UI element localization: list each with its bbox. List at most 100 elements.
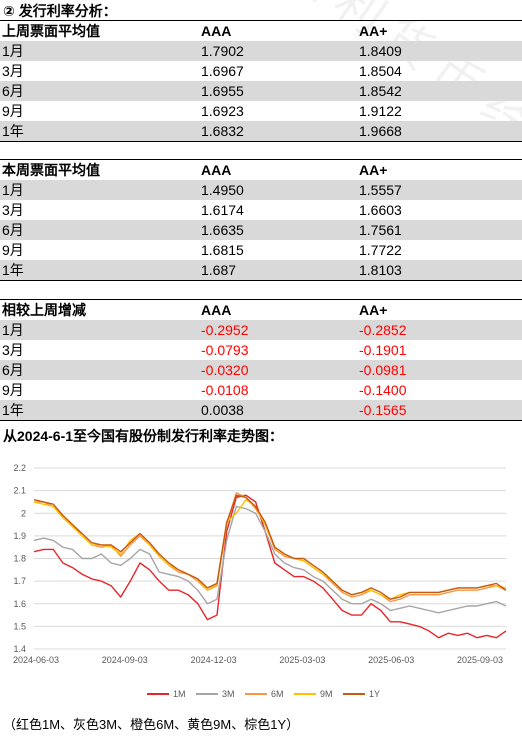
term-cell: 3月 — [2, 63, 24, 79]
aaa-cell: 1.687 — [201, 262, 237, 278]
aaa-cell: 1.4950 — [201, 182, 244, 198]
term-cell: 1年 — [2, 123, 24, 139]
legend-label: 3M — [222, 689, 235, 699]
y-tick-label: 1.5 — [13, 621, 26, 631]
x-tick-label: 2025-06-03 — [368, 655, 414, 665]
term-cell: 6月 — [2, 362, 24, 378]
table-row: 1月 1.7902 1.8409 — [0, 41, 522, 61]
aaa-cell: 1.6815 — [201, 242, 244, 258]
header-cell: 相较上周增减 — [2, 302, 86, 318]
header-cell: AA+ — [359, 23, 388, 39]
term-cell: 6月 — [2, 83, 24, 99]
aaa-cell: 1.6635 — [201, 222, 244, 238]
aaa-cell: 1.6923 — [201, 103, 244, 119]
aaa-cell: 1.6174 — [201, 202, 244, 218]
header-cell: AA+ — [359, 162, 388, 178]
aaa-cell: 0.0038 — [201, 402, 244, 418]
header-cell: 上周票面平均值 — [2, 23, 100, 39]
aaa-cell: -0.0320 — [201, 362, 249, 378]
aaplus-cell: -0.1400 — [359, 382, 407, 398]
term-cell: 3月 — [2, 342, 24, 358]
aaa-cell: -0.2952 — [201, 322, 249, 338]
aaplus-cell: -0.2852 — [359, 322, 407, 338]
table-row: 6月 1.6955 1.8542 — [0, 81, 522, 101]
y-tick-label: 1.7 — [13, 576, 26, 586]
y-tick-label: 2.1 — [13, 486, 26, 496]
x-tick-label: 2025-09-03 — [457, 655, 503, 665]
aaplus-cell: -0.0981 — [359, 362, 407, 378]
legend-label: 6M — [271, 689, 284, 699]
header-cell: 本周票面平均值 — [2, 162, 100, 178]
y-tick-label: 1.9 — [13, 531, 26, 541]
x-tick-label: 2024-12-03 — [191, 655, 237, 665]
term-cell: 1月 — [2, 182, 24, 198]
table-row: 3月 1.6967 1.8504 — [0, 61, 522, 81]
chart-caption: （红色1M、灰色3M、橙色6M、黄色9M、棕色1Y） — [3, 717, 300, 732]
table-row: 6月 -0.0320 -0.0981 — [0, 360, 522, 380]
aaa-cell: -0.0108 — [201, 382, 249, 398]
term-cell: 1年 — [2, 262, 24, 278]
x-tick-label: 2024-06-03 — [13, 655, 59, 665]
header-cell: AAA — [201, 302, 232, 318]
aaa-cell: 1.6955 — [201, 83, 244, 99]
aaa-cell: -0.0793 — [201, 342, 249, 358]
header-cell: AAA — [201, 162, 232, 178]
aaplus-cell: 1.8542 — [359, 83, 402, 99]
aaplus-cell: -0.1901 — [359, 342, 407, 358]
aaplus-cell: 1.7722 — [359, 242, 402, 258]
x-tick-label: 2024-09-03 — [102, 655, 148, 665]
chart-svg: 1.4 1.5 1.6 1.7 1.8 1.9 2 2.1 2.2 2024-06-03 2024-… — [13, 463, 507, 699]
table-row: 9月 1.6923 1.9122 — [0, 101, 522, 121]
term-cell: 9月 — [2, 382, 24, 398]
term-cell: 9月 — [2, 242, 24, 258]
term-cell: 3月 — [2, 202, 24, 218]
table-row: 9月 -0.0108 -0.1400 — [0, 380, 522, 400]
aaplus-cell: 1.8504 — [359, 63, 402, 79]
table-last-week: 上周票面平均值 AAA AA+ 1月 1.7902 1.8409 3月 1.69… — [0, 20, 522, 142]
aaplus-cell: 1.7561 — [359, 222, 402, 238]
page-title: ② 发行利率分析： — [3, 3, 117, 19]
table-row: 1年 1.687 1.8103 — [0, 260, 522, 280]
x-tick-label: 2025-03-03 — [279, 655, 325, 665]
y-tick-label: 1.4 — [13, 644, 26, 654]
chart-title: 从2024-6-1至今国有股份制发行利率走势图： — [3, 428, 284, 444]
legend-label: 9M — [320, 689, 333, 699]
y-tick-label: 2.2 — [13, 463, 26, 473]
aaa-cell: 1.6967 — [201, 63, 244, 79]
series-line-3m — [33, 505, 507, 614]
table-header-row: 相较上周增减 AAA AA+ — [0, 300, 522, 320]
table-row: 1月 -0.2952 -0.2852 — [0, 320, 522, 340]
aaplus-cell: 1.8409 — [359, 43, 402, 59]
series-line-1m — [33, 494, 507, 639]
table-change: 相较上周增减 AAA AA+ 1月 -0.2952 -0.2852 3月 -0.… — [0, 299, 522, 421]
aaplus-cell: 1.8103 — [359, 262, 402, 278]
term-cell: 1年 — [2, 402, 24, 418]
table-header-row: 上周票面平均值 AAA AA+ — [0, 21, 522, 41]
table-row: 9月 1.6815 1.7722 — [0, 240, 522, 260]
aaa-cell: 1.7902 — [201, 43, 244, 59]
header-cell: AA+ — [359, 302, 388, 318]
table-row: 6月 1.6635 1.7561 — [0, 220, 522, 240]
legend-label: 1Y — [369, 689, 380, 699]
term-cell: 1月 — [2, 322, 24, 338]
y-tick-label: 1.8 — [13, 554, 26, 564]
series-line-1y — [33, 494, 507, 600]
table-row: 3月 1.6174 1.6603 — [0, 200, 522, 220]
aaplus-cell: -0.1565 — [359, 402, 407, 418]
rate-trend-chart: 1.4 1.5 1.6 1.7 1.8 1.9 2 2.1 2.2 2024-06-03 2024-… — [2, 458, 516, 714]
aaplus-cell: 1.9668 — [359, 123, 402, 139]
legend-label: 1M — [173, 689, 186, 699]
aaplus-cell: 1.5557 — [359, 182, 402, 198]
y-tick-label: 2 — [21, 508, 26, 518]
term-cell: 9月 — [2, 103, 24, 119]
header-cell: AAA — [201, 23, 232, 39]
term-cell: 1月 — [2, 43, 24, 59]
aaa-cell: 1.6832 — [201, 123, 244, 139]
table-header-row: 本周票面平均值 AAA AA+ — [0, 160, 522, 180]
table-row: 1年 1.6832 1.9668 — [0, 121, 522, 141]
table-row: 1年 0.0038 -0.1565 — [0, 400, 522, 420]
y-tick-label: 1.6 — [13, 599, 26, 609]
table-row: 1月 1.4950 1.5557 — [0, 180, 522, 200]
aaplus-cell: 1.9122 — [359, 103, 402, 119]
aaplus-cell: 1.6603 — [359, 202, 402, 218]
